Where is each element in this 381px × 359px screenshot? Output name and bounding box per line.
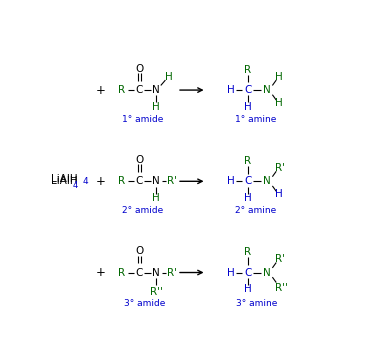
Text: H: H bbox=[275, 72, 282, 82]
Text: C: C bbox=[244, 176, 251, 186]
Text: R: R bbox=[118, 267, 126, 278]
Text: R'': R'' bbox=[150, 287, 163, 297]
Text: C: C bbox=[244, 85, 251, 95]
Text: H: H bbox=[165, 72, 172, 82]
Text: H: H bbox=[227, 85, 234, 95]
Text: R'': R'' bbox=[275, 283, 288, 293]
Text: 3° amide: 3° amide bbox=[124, 299, 165, 308]
Text: O: O bbox=[135, 64, 143, 74]
Text: C: C bbox=[244, 267, 251, 278]
Text: +: + bbox=[95, 84, 105, 97]
Text: H: H bbox=[275, 98, 282, 108]
Text: C: C bbox=[135, 267, 143, 278]
Text: LiAlH: LiAlH bbox=[51, 176, 78, 186]
Text: N: N bbox=[152, 85, 160, 95]
Text: O: O bbox=[135, 155, 143, 165]
Text: N: N bbox=[263, 267, 271, 278]
Text: C: C bbox=[135, 176, 143, 186]
Text: H: H bbox=[275, 190, 282, 199]
Text: H: H bbox=[227, 176, 234, 186]
Text: 4: 4 bbox=[83, 177, 88, 186]
Text: 3° amine: 3° amine bbox=[236, 299, 278, 308]
Text: R': R' bbox=[275, 255, 285, 265]
Text: R: R bbox=[244, 247, 251, 257]
Text: 2° amine: 2° amine bbox=[235, 206, 276, 215]
Text: H: H bbox=[227, 267, 234, 278]
Text: R: R bbox=[118, 85, 126, 95]
Text: N: N bbox=[263, 176, 271, 186]
Text: +: + bbox=[95, 175, 105, 188]
Text: 2° amide: 2° amide bbox=[122, 206, 163, 215]
Text: H: H bbox=[244, 102, 251, 112]
Text: H: H bbox=[152, 193, 160, 203]
Text: 1° amide: 1° amide bbox=[122, 115, 163, 124]
Text: R': R' bbox=[275, 163, 285, 173]
Text: N: N bbox=[263, 85, 271, 95]
Text: 1° amine: 1° amine bbox=[235, 115, 276, 124]
Text: R: R bbox=[118, 176, 126, 186]
Text: +: + bbox=[95, 266, 105, 279]
Text: LiAlH: LiAlH bbox=[51, 174, 78, 184]
Text: O: O bbox=[135, 246, 143, 256]
Text: 4: 4 bbox=[72, 181, 78, 190]
Text: H: H bbox=[244, 193, 251, 203]
Text: H: H bbox=[152, 102, 160, 112]
Text: R: R bbox=[244, 156, 251, 166]
Text: C: C bbox=[135, 85, 143, 95]
Text: N: N bbox=[152, 267, 160, 278]
Text: R': R' bbox=[166, 267, 177, 278]
Text: R: R bbox=[244, 65, 251, 75]
Text: R': R' bbox=[166, 176, 177, 186]
Text: N: N bbox=[152, 176, 160, 186]
Text: H: H bbox=[244, 284, 251, 294]
